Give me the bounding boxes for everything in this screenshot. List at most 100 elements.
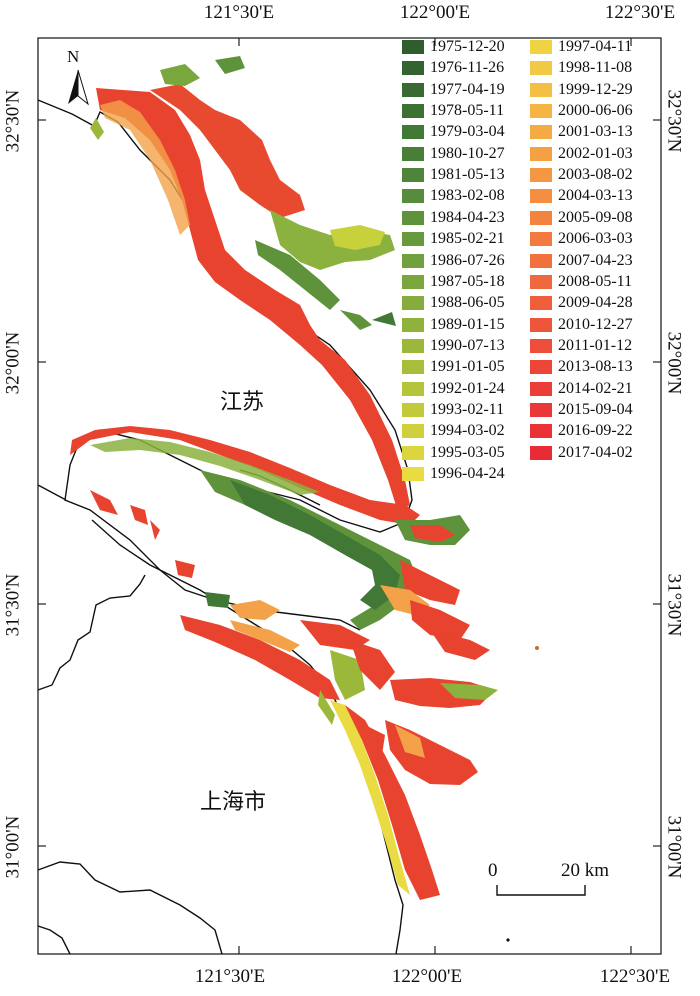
legend-swatch <box>402 210 424 225</box>
legend-date-label: 2001-03-13 <box>558 123 633 141</box>
north-arrow-icon <box>68 69 89 106</box>
legend-date-label: 1979-03-04 <box>430 123 505 141</box>
legend-item: 2003-08-02 <box>530 166 633 184</box>
legend-swatch <box>402 232 424 247</box>
legend-date-label: 1975-12-20 <box>430 38 505 55</box>
legend-swatch <box>402 253 424 268</box>
legend-item: 1992-01-24 <box>402 380 505 398</box>
legend-date-label: 2017-04-02 <box>558 443 633 461</box>
scale-bar <box>496 885 586 896</box>
legend-date-label: 1978-05-11 <box>430 102 505 120</box>
legend-date-label: 2002-01-03 <box>558 144 633 162</box>
legend-swatch <box>530 381 552 396</box>
scale-label-start: 0 <box>488 860 498 881</box>
legend-swatch <box>530 146 552 161</box>
graticule-ticks <box>38 38 661 954</box>
legend-item: 1991-01-05 <box>402 358 505 376</box>
lat-tick-left-2: 32°00'N <box>2 331 24 395</box>
legend-date-label: 2000-06-06 <box>558 102 633 120</box>
legend-item: 1985-02-21 <box>402 230 505 248</box>
legend-swatch <box>402 146 424 161</box>
legend-item: 2000-06-06 <box>530 102 633 120</box>
legend-date-label: 1989-01-15 <box>430 315 505 333</box>
legend-swatch <box>402 40 424 54</box>
legend-item: 1975-12-20 <box>402 38 505 56</box>
legend-swatch <box>402 338 424 353</box>
legend-swatch <box>402 82 424 97</box>
lat-tick-left-1: 32°30'N <box>2 89 24 153</box>
legend-swatch <box>402 104 424 119</box>
legend-swatch <box>530 402 552 417</box>
lat-tick-left-4: 31°00'N <box>2 815 24 879</box>
legend-swatch <box>530 274 552 289</box>
legend-item: 2004-03-13 <box>530 187 633 205</box>
legend-date-label: 1990-07-13 <box>430 336 505 354</box>
legend-swatch <box>402 317 424 332</box>
legend-item: 1988-06-05 <box>402 294 505 312</box>
lon-tick-bottom-3: 122°30'E <box>599 966 671 987</box>
legend-swatch <box>530 338 552 353</box>
north-label: N <box>67 47 80 66</box>
legend-swatch <box>530 189 552 204</box>
legend-swatch <box>530 253 552 268</box>
legend-item: 1994-03-02 <box>402 422 505 440</box>
legend-swatch <box>530 125 552 140</box>
legend-item: 1990-07-13 <box>402 337 505 355</box>
legend-date-label: 2005-09-08 <box>558 208 633 226</box>
legend-date-label: 1980-10-27 <box>430 144 505 162</box>
legend-swatch <box>530 104 552 119</box>
legend-swatch <box>402 381 424 396</box>
legend-date-label: 1977-04-19 <box>430 80 505 98</box>
legend-item: 2015-09-04 <box>530 401 633 419</box>
legend-item: 2009-04-28 <box>530 294 633 312</box>
legend-date-label: 2016-09-22 <box>558 422 633 440</box>
legend-item: 1976-11-26 <box>402 59 504 77</box>
legend-swatch <box>530 82 552 97</box>
legend-date-label: 1986-07-26 <box>430 251 505 269</box>
legend-date-label: 1997-04-11 <box>558 38 633 55</box>
legend-item: 1993-02-11 <box>402 401 504 419</box>
legend-swatch <box>402 168 424 183</box>
legend-item: 2008-05-11 <box>530 273 632 291</box>
legend-swatch <box>530 296 552 311</box>
legend-item: 2007-04-23 <box>530 252 633 270</box>
legend-item: 1996-04-24 <box>402 465 505 483</box>
legend-date-label: 2013-08-13 <box>558 358 633 376</box>
legend-swatch <box>530 168 552 183</box>
map-frame <box>37 37 662 955</box>
shoal-features <box>70 56 498 900</box>
legend-swatch <box>530 424 552 439</box>
legend-swatch <box>402 61 424 76</box>
legend-swatch <box>530 61 552 76</box>
legend-item: 1978-05-11 <box>402 102 504 120</box>
legend-item: 1983-02-08 <box>402 187 505 205</box>
legend-date-label: 1976-11-26 <box>430 59 505 77</box>
legend-swatch <box>530 40 552 54</box>
legend-date-label: 1981-05-13 <box>430 166 505 184</box>
lat-tick-left-3: 31°30'N <box>2 573 24 637</box>
legend-date-label: 1994-03-02 <box>430 422 505 440</box>
legend-date-label: 2014-02-21 <box>558 379 633 397</box>
legend-item: 1995-03-05 <box>402 444 505 462</box>
legend-item: 2002-01-03 <box>530 145 633 163</box>
legend-swatch <box>402 402 424 417</box>
legend-item: 1979-03-04 <box>402 123 505 141</box>
lat-tick-right-2: 32°00'N <box>663 331 685 395</box>
scale-label-end: 20 km <box>561 860 610 881</box>
lon-tick-bottom-2: 122°00'E <box>391 966 463 987</box>
legend-item: 2017-04-02 <box>530 444 633 462</box>
legend-swatch <box>402 125 424 140</box>
legend-date-label: 1998-11-08 <box>558 59 633 77</box>
legend-item: 1981-05-13 <box>402 166 505 184</box>
legend-item: 2001-03-13 <box>530 123 633 141</box>
legend-date-label: 2006-03-03 <box>558 230 633 248</box>
lon-tick-top-3: 122°30'E <box>604 2 676 23</box>
legend-item: 1980-10-27 <box>402 145 505 163</box>
legend-swatch <box>530 360 552 375</box>
legend-item: 1986-07-26 <box>402 252 505 270</box>
legend-swatch <box>402 424 424 439</box>
legend-item: 2016-09-22 <box>530 422 633 440</box>
legend-item: 1977-04-19 <box>402 81 505 99</box>
legend-swatch <box>402 467 424 481</box>
lon-tick-top-2: 122°00'E <box>399 2 471 23</box>
